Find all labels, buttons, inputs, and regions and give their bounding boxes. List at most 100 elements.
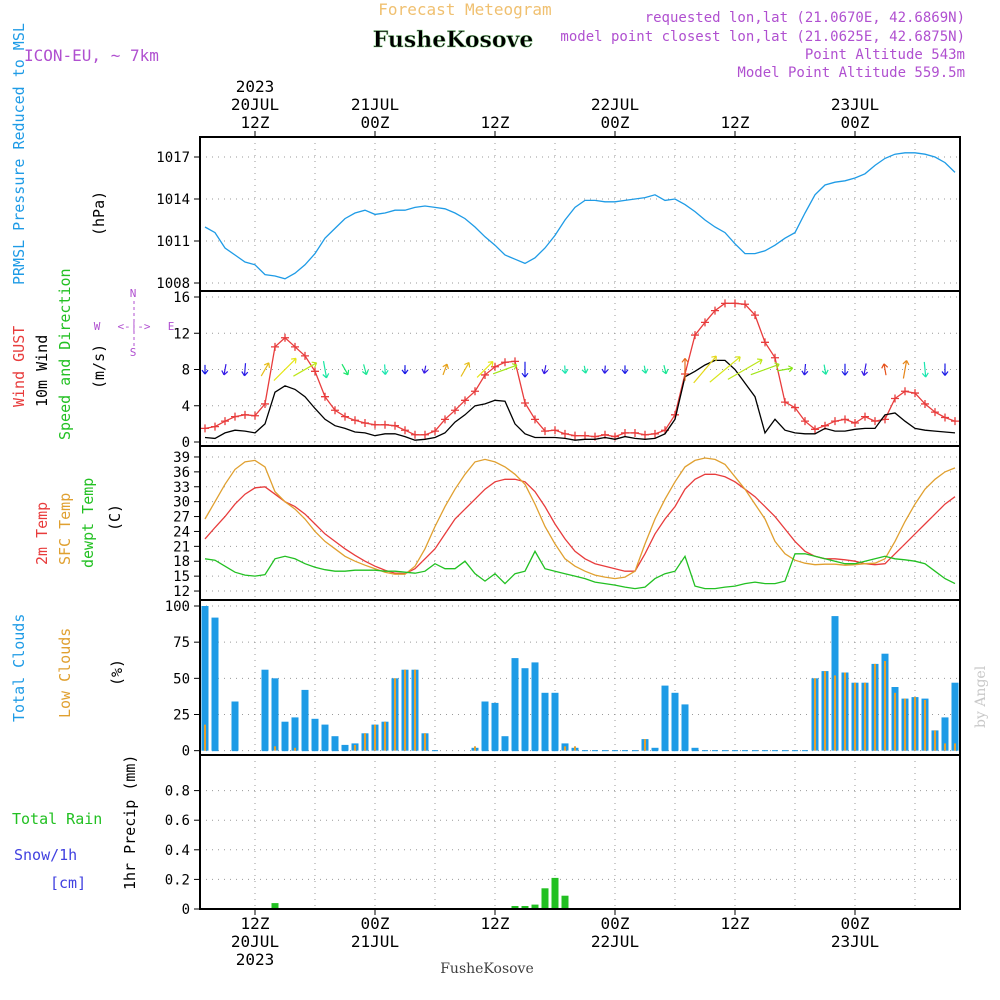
gust-marker	[541, 427, 549, 436]
bar-low-clouds	[854, 682, 856, 751]
gust-marker	[851, 418, 859, 427]
wind-direction-arrow	[381, 364, 389, 375]
gust-marker	[791, 403, 799, 412]
gust-marker	[861, 412, 869, 421]
bar-low-clouds	[574, 746, 576, 751]
time-label-top: 20JUL	[231, 95, 279, 114]
bar-rain	[521, 906, 529, 909]
bar-total-clouds	[541, 692, 549, 751]
gust-marker	[331, 406, 339, 415]
gust-marker	[871, 417, 879, 426]
wind-direction-arrow	[322, 360, 330, 379]
y-tick-label: 0.6	[165, 813, 190, 829]
y-tick-label: 8	[182, 363, 190, 379]
wind-direction-arrow	[821, 364, 829, 375]
y-tick-label: 21	[173, 539, 190, 555]
bar-rain	[511, 906, 519, 909]
wind-unit: (m/s)	[90, 344, 108, 389]
temp-unit: (C)	[106, 504, 124, 531]
time-label-bottom: 2023	[236, 950, 275, 969]
compass-n: N	[130, 287, 137, 300]
gust-marker	[951, 417, 959, 426]
bar-total-clouds	[531, 662, 539, 751]
series-line-sfc-temp	[204, 457, 956, 580]
gust-marker	[531, 415, 539, 424]
prmsl-unit: (hPa)	[90, 191, 108, 236]
bar-low-clouds	[644, 739, 646, 751]
wind-direction-arrow	[621, 365, 629, 374]
gust-marker	[551, 426, 559, 435]
bar-low-clouds	[364, 733, 366, 751]
gust-marker	[271, 342, 279, 351]
header-model-altitude: Model Point Altitude 559.5m	[737, 65, 965, 81]
time-label-top: 12Z	[721, 113, 750, 132]
gust-marker	[641, 430, 649, 439]
gust-marker	[211, 422, 219, 431]
wind-direction-arrow	[681, 357, 689, 381]
gust-marker	[651, 429, 659, 438]
gust-marker	[471, 387, 479, 396]
header-requested: requested lon,lat (21.0670E, 42.6869N)	[645, 10, 965, 26]
bar-low-clouds	[564, 746, 566, 751]
wind-direction-arrow	[601, 365, 609, 374]
time-label-bottom: 21JUL	[351, 932, 399, 951]
y-tick-label: 1008	[156, 276, 190, 292]
gust-marker	[251, 411, 259, 420]
time-label-bottom: 23JUL	[831, 932, 879, 951]
y-tick-label: 0	[182, 744, 190, 760]
series-line-dewpt-temp	[204, 549, 956, 590]
y-tick-label: 18	[173, 554, 190, 570]
gust-marker	[391, 421, 399, 430]
bar-low-clouds	[904, 698, 906, 751]
gust-label: Wind GUST	[10, 326, 28, 407]
bar-low-clouds	[204, 724, 206, 751]
bar-total-clouds	[261, 669, 269, 751]
wind-direction-arrow	[341, 363, 350, 376]
bar-total-clouds	[301, 689, 309, 751]
plot-layer	[200, 137, 960, 910]
gust-marker	[371, 420, 379, 429]
bar-low-clouds	[394, 678, 396, 751]
gust-marker	[201, 424, 209, 433]
wind-direction-arrow	[293, 361, 318, 377]
header-point-altitude: Point Altitude 543m	[805, 47, 965, 63]
compass-w: W	[94, 320, 101, 333]
sfc-label: SFC Temp	[56, 493, 74, 565]
y-tick-label: 0.8	[165, 784, 190, 800]
header-title: Forecast Meteogram	[378, 0, 551, 19]
time-label-top: 00Z	[601, 113, 630, 132]
wind-direction-arrow	[476, 361, 494, 378]
y-tick-label: 33	[173, 480, 190, 496]
bar-total-clouds	[311, 718, 319, 751]
gust-marker	[751, 311, 759, 320]
gust-marker	[621, 428, 629, 437]
gust-marker	[941, 413, 949, 422]
gust-marker	[581, 431, 589, 440]
bar-low-clouds	[894, 692, 896, 751]
bar-low-clouds	[874, 663, 876, 751]
y-tick-label: 75	[173, 635, 190, 651]
wind-direction-arrow	[750, 362, 780, 376]
panel-frame	[199, 136, 961, 292]
wind-direction-arrow	[460, 361, 471, 377]
bar-low-clouds	[274, 746, 276, 751]
time-label-bottom: 12Z	[241, 914, 270, 933]
gust-marker	[501, 358, 509, 367]
gust-marker	[261, 399, 269, 408]
y-tick-label: 12	[173, 326, 190, 342]
bar-total-clouds	[231, 701, 239, 751]
gust-marker	[231, 412, 239, 421]
gust-marker	[411, 430, 419, 439]
bar-total-clouds	[651, 747, 659, 751]
bar-low-clouds	[424, 733, 426, 751]
y-tick-label: 39	[173, 450, 190, 466]
wind-direction-arrow	[260, 362, 270, 377]
gust-marker	[301, 351, 309, 360]
bar-total-clouds	[521, 668, 529, 751]
y-tick-label: 0	[182, 435, 190, 451]
bar-low-clouds	[944, 743, 946, 751]
wind-direction-arrow	[727, 358, 763, 380]
time-label-bottom: 00Z	[841, 914, 870, 933]
bar-low-clouds	[404, 669, 406, 751]
bar-total-clouds	[681, 704, 689, 751]
